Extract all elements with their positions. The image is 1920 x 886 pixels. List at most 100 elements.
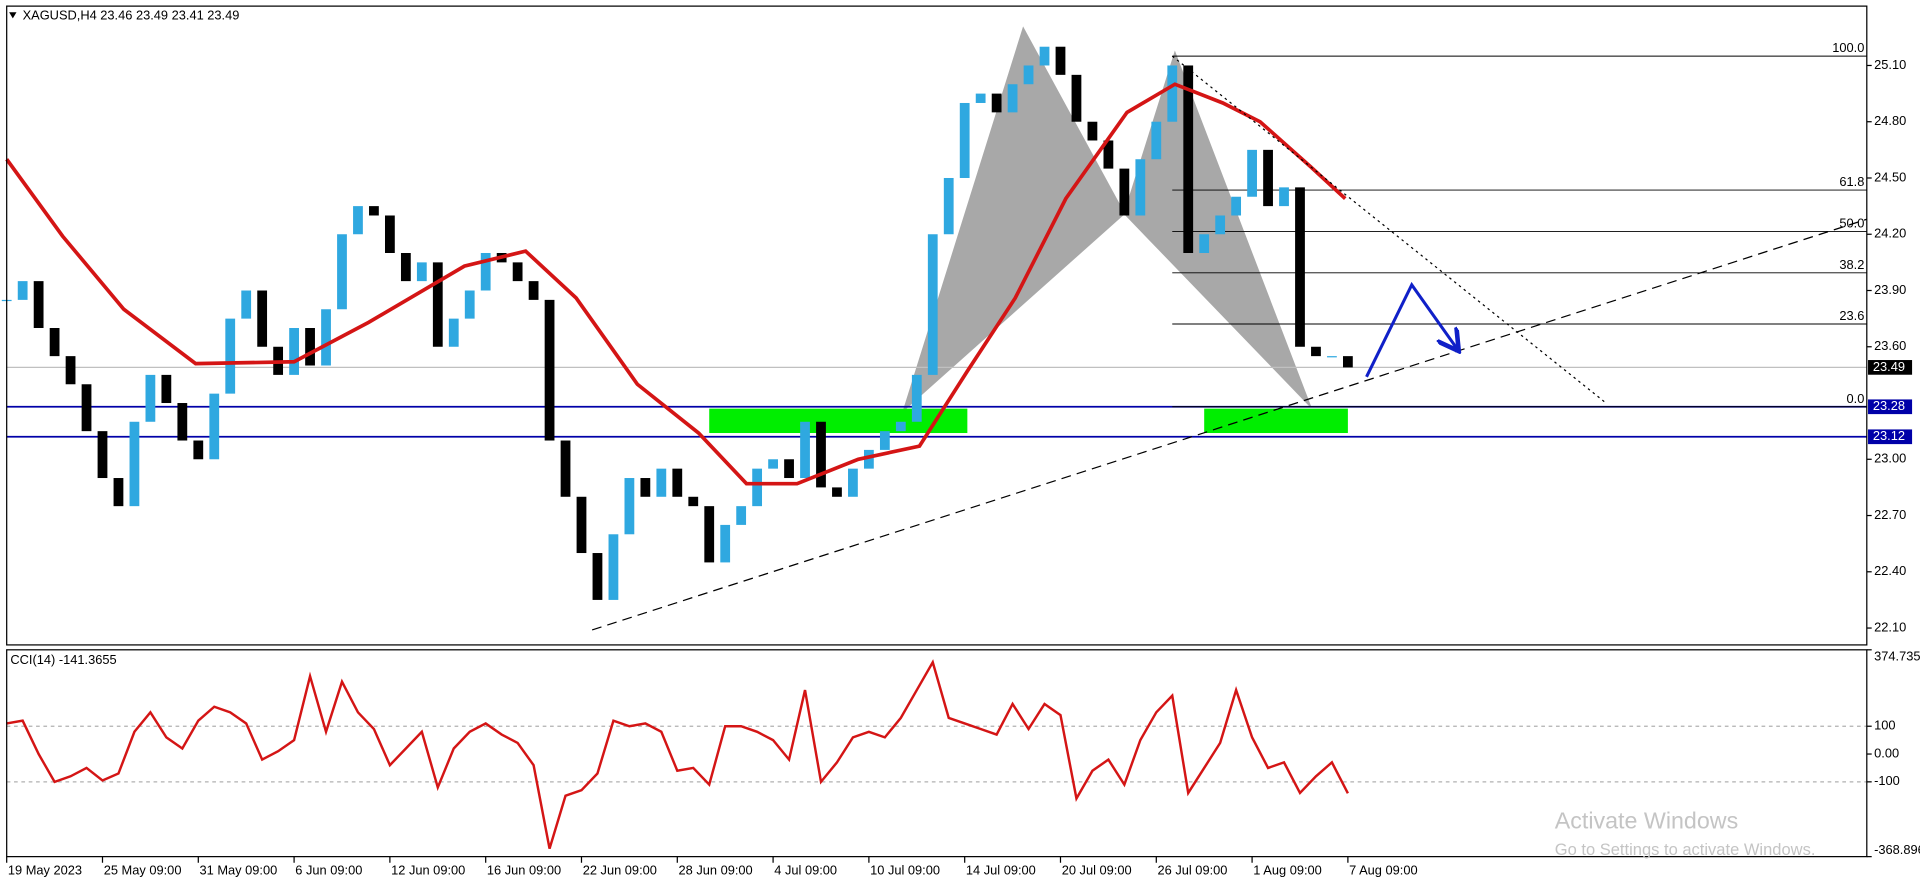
candle [289, 328, 299, 375]
candle [145, 374, 156, 422]
trendline [1171, 55, 1607, 404]
candle [848, 468, 858, 497]
candle [49, 328, 60, 357]
fib-label: 0.0 [1847, 391, 1865, 406]
candle [927, 234, 938, 375]
cci-pane-frame [6, 649, 1868, 858]
y-tick-label: 24.80 [1874, 113, 1906, 128]
candle [209, 393, 220, 460]
price-flag [1868, 429, 1913, 445]
candle [544, 299, 555, 441]
x-tick-label: 31 May 09:00 [200, 863, 278, 878]
candle [879, 431, 890, 450]
price-flag-label: 23.28 [1873, 398, 1905, 413]
candle [911, 374, 922, 422]
candle [608, 534, 619, 600]
fib-label: 50.0 [1839, 215, 1864, 230]
candle [384, 215, 395, 253]
candle [97, 431, 108, 479]
price-title: XAGUSD,H4 23.46 23.49 23.41 23.49 [23, 7, 240, 22]
x-tick-label: 28 Jun 09:00 [679, 863, 753, 878]
candle [193, 440, 204, 460]
candle [1231, 196, 1242, 216]
candle [800, 421, 810, 479]
candle [688, 496, 699, 507]
x-tick-label: 25 May 09:00 [104, 863, 182, 878]
y-tick-label: 24.50 [1874, 169, 1906, 184]
x-tick-label: 16 Jun 09:00 [487, 863, 561, 878]
candle [784, 459, 794, 479]
cci-y-tick-label: 0.00 [1874, 745, 1899, 760]
y-tick-label: 23.90 [1874, 282, 1906, 297]
x-tick-label: 6 Jun 09:00 [295, 863, 362, 878]
x-tick-label: 1 Aug 09:00 [1253, 863, 1321, 878]
candle [720, 524, 731, 563]
price-pane-frame [6, 5, 1868, 646]
candle [1039, 46, 1050, 66]
candle [863, 449, 874, 469]
y-tick-label: 23.60 [1874, 338, 1906, 353]
x-tick-label: 4 Jul 09:00 [774, 863, 837, 878]
candle [704, 506, 715, 563]
candle [1295, 187, 1305, 347]
candle [337, 234, 347, 310]
x-tick-label: 10 Jul 09:00 [870, 863, 940, 878]
candle [369, 206, 379, 216]
price-flag-label: 23.12 [1873, 428, 1905, 443]
fib-label: 61.8 [1839, 174, 1864, 189]
price-flag [1868, 399, 1913, 415]
candle [943, 177, 954, 235]
x-tick-label: 20 Jul 09:00 [1062, 863, 1132, 878]
candle [592, 553, 603, 600]
x-tick-label: 22 Jun 09:00 [583, 863, 657, 878]
candle [161, 374, 172, 404]
chart-layer: 23.28 23.12 100.0 61.8 50.0 38.2 23.6 0.0 23.49 2… [1, 26, 1920, 878]
candle [512, 262, 523, 282]
candle [1087, 121, 1098, 141]
y-tick-label: 22.10 [1874, 619, 1906, 634]
demand-zone [709, 408, 968, 434]
candle [991, 93, 1002, 113]
candle [1023, 65, 1034, 85]
candle [1071, 74, 1082, 122]
candle [816, 421, 826, 488]
x-tick-label: 14 Jul 09:00 [966, 863, 1036, 878]
watermark-subtitle: Go to Settings to activate Windows. [1555, 840, 1816, 859]
candle [17, 281, 28, 300]
cci-line [6, 659, 1349, 849]
candle [257, 290, 268, 347]
candle [1199, 234, 1210, 253]
last-price-flag [1868, 360, 1913, 375]
last-price-label: 23.49 [1873, 359, 1905, 374]
candle [448, 318, 459, 347]
candle [321, 309, 331, 366]
cci-title: CCI(14) -141.3655 [10, 652, 116, 667]
candle [528, 281, 539, 300]
moving-average [5, 82, 1347, 486]
x-tick-label: 26 Jul 09:00 [1158, 863, 1228, 878]
candle [353, 206, 363, 235]
candle [1167, 65, 1178, 122]
candle [736, 506, 747, 525]
cci-y-tick-label: 100 [1874, 718, 1895, 733]
cci-y-tick-label: -100 [1874, 773, 1900, 788]
x-tick-label: 19 May 2023 [8, 863, 82, 878]
candle [832, 487, 842, 497]
candle [464, 290, 475, 319]
candle [65, 356, 76, 385]
candle [624, 478, 635, 535]
candle [225, 318, 236, 394]
candle [768, 459, 778, 469]
candle [752, 468, 763, 507]
candle [560, 440, 571, 497]
candle [1119, 168, 1130, 216]
candle [672, 468, 683, 497]
menu-triangle[interactable] [9, 12, 17, 19]
x-tick-label: 7 Aug 09:00 [1349, 863, 1417, 878]
candle [432, 262, 443, 347]
candle [480, 252, 491, 291]
candle [1327, 356, 1337, 358]
candle [576, 496, 587, 554]
candle [975, 93, 986, 103]
